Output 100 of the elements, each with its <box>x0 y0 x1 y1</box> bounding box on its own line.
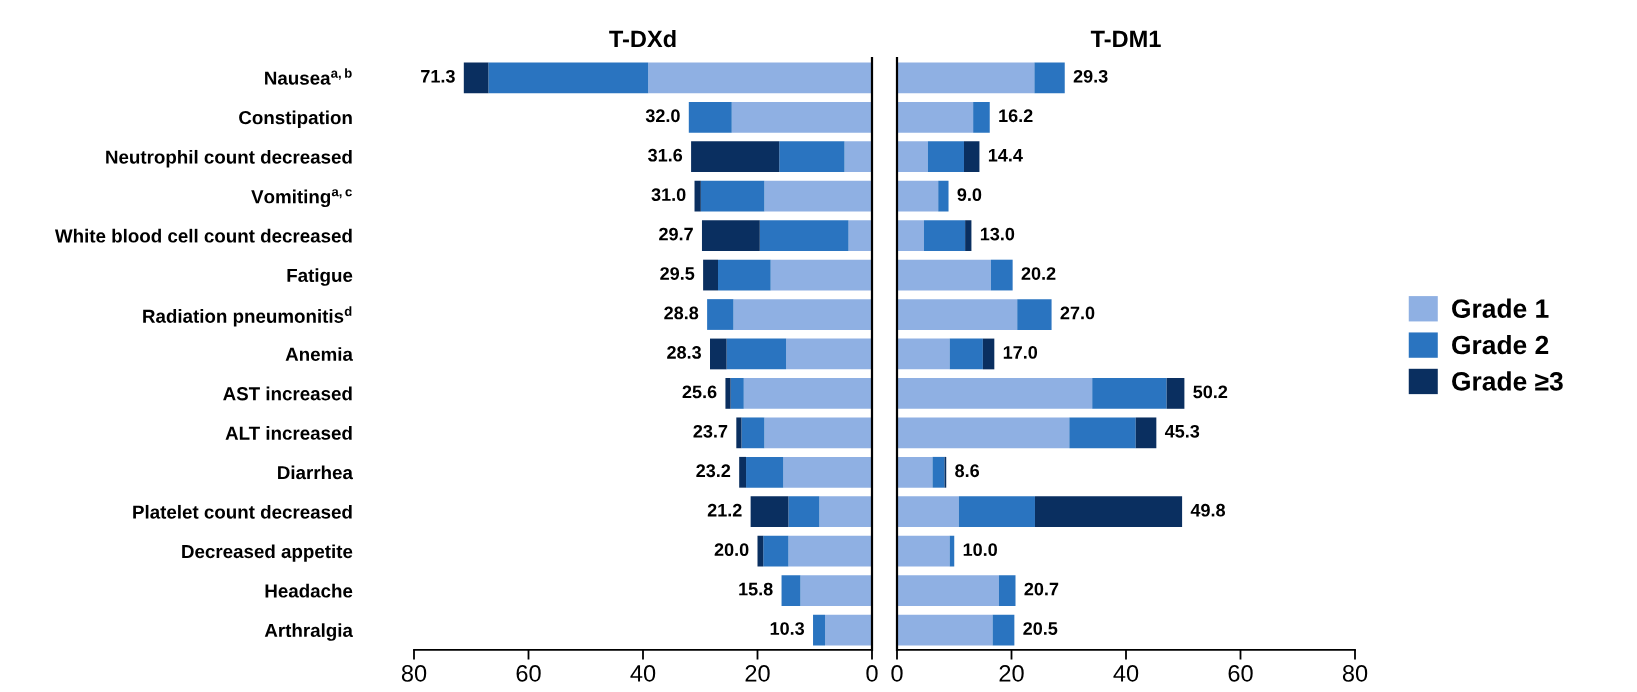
total-label: 25.6 <box>682 385 717 399</box>
total-label: 9.0 <box>957 188 982 202</box>
bar <box>786 338 872 370</box>
bar <box>648 62 872 94</box>
total-label: 27.0 <box>1060 306 1095 320</box>
total-label: 29.7 <box>659 227 693 241</box>
total-label: 31.6 <box>648 148 683 162</box>
total-label: 8.6 <box>955 464 980 478</box>
legend-label: Grade 2 <box>1452 334 1549 355</box>
bar <box>1166 378 1185 409</box>
x-tick-label: 40 <box>1113 664 1139 682</box>
bar <box>992 614 1015 646</box>
bar <box>963 141 980 173</box>
bar <box>897 535 950 567</box>
bar <box>897 220 924 252</box>
x-tick-label: 40 <box>630 664 656 682</box>
bar <box>781 575 801 607</box>
total-label: 14.4 <box>988 148 1023 162</box>
bar <box>897 141 928 173</box>
bar <box>897 378 1093 409</box>
total-label: 31.0 <box>651 188 686 202</box>
bar <box>848 220 872 252</box>
bar <box>700 180 765 212</box>
bar <box>788 496 820 528</box>
bar <box>739 456 747 488</box>
total-label: 28.8 <box>664 306 699 320</box>
bar <box>982 338 995 370</box>
y-tick-label: Headache <box>265 583 353 598</box>
bar <box>949 338 983 370</box>
y-tick-label: Diarrhea <box>278 465 354 480</box>
bar <box>779 141 845 173</box>
y-tick-label: Decreased appetite <box>182 544 353 562</box>
bar <box>897 259 991 291</box>
total-label: 20.7 <box>1024 582 1059 596</box>
bar <box>897 338 950 370</box>
bar <box>990 259 1013 291</box>
bar <box>1034 496 1183 528</box>
x-tick-label: 80 <box>1342 664 1368 682</box>
bar <box>813 614 826 646</box>
bar <box>759 220 849 252</box>
y-tick-label: Platelet count decreased <box>133 504 352 519</box>
bar <box>1069 417 1136 449</box>
total-label: 29.3 <box>1073 69 1108 83</box>
bar <box>958 496 1035 528</box>
total-label: 45.3 <box>1164 424 1200 438</box>
x-tick-label: 20 <box>745 664 770 682</box>
bar <box>488 62 649 94</box>
chart-title: T-DM1 <box>1090 30 1161 48</box>
bar <box>750 496 789 528</box>
bar <box>800 575 872 607</box>
total-label: 29.5 <box>660 267 695 280</box>
bar <box>788 535 872 567</box>
bar <box>897 456 933 488</box>
bar <box>897 299 1018 330</box>
bar <box>897 614 993 646</box>
bar <box>741 417 765 449</box>
y-tick-label: Arthralgia <box>264 623 354 641</box>
bar <box>932 456 945 488</box>
total-label: 49.8 <box>1190 503 1226 517</box>
legend-label: Grade ≥3 <box>1452 371 1563 391</box>
bar <box>897 496 959 528</box>
total-label: 28.3 <box>667 346 701 359</box>
total-label: 20.2 <box>1021 267 1056 280</box>
total-label: 21.2 <box>707 503 742 517</box>
total-label: 50.2 <box>1193 385 1228 399</box>
bar <box>897 180 939 212</box>
total-label: 16.2 <box>999 109 1033 123</box>
bar <box>1092 378 1167 409</box>
bar <box>783 456 872 488</box>
bar <box>844 141 872 173</box>
bar <box>1135 417 1157 449</box>
bar <box>923 220 966 252</box>
bar <box>743 378 872 409</box>
bar <box>726 338 787 370</box>
y-tick-label: Anemia <box>285 347 354 361</box>
bar <box>965 220 972 252</box>
bar <box>897 575 999 607</box>
total-label: 71.3 <box>421 69 455 83</box>
bar <box>701 220 760 252</box>
x-tick-label: 60 <box>516 664 541 682</box>
bar <box>746 456 784 488</box>
bar <box>730 378 744 409</box>
legend-label: Grade 1 <box>1452 298 1549 318</box>
y-tick-label: Nausea$^{a,b}$ <box>265 68 352 85</box>
bar <box>764 180 872 212</box>
bar <box>927 141 964 173</box>
bar <box>731 101 872 133</box>
bar <box>764 417 872 449</box>
bar <box>897 417 1070 449</box>
bar <box>819 496 872 528</box>
y-tick-label: Radiation pneumonitis$^{d}$ <box>143 306 352 327</box>
bar <box>736 417 742 449</box>
x-tick-label: 80 <box>401 664 427 682</box>
bar <box>897 101 974 133</box>
chart-title: T-DXd <box>609 29 676 48</box>
bar <box>688 101 732 133</box>
bar <box>694 180 701 212</box>
bar <box>1034 62 1065 94</box>
total-label: 17.0 <box>1003 346 1038 359</box>
x-tick-label: 0 <box>891 664 903 682</box>
